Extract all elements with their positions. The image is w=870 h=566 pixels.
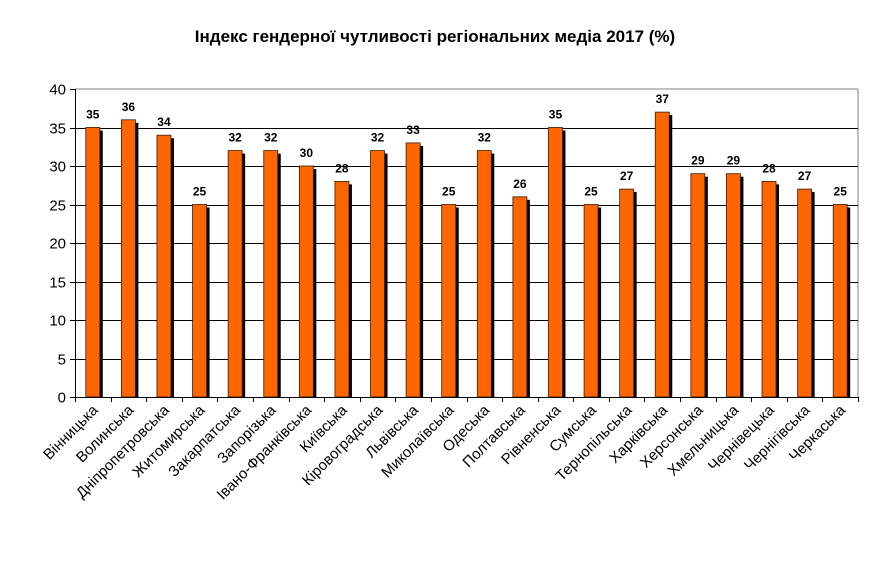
- bar: [690, 173, 706, 398]
- data-label: 25: [442, 185, 456, 199]
- data-label: 28: [335, 161, 349, 175]
- y-tick-label: 40: [49, 82, 66, 99]
- bar: [441, 204, 457, 398]
- bar: [192, 204, 207, 398]
- data-label: 36: [122, 100, 136, 114]
- data-label: 37: [656, 92, 670, 106]
- y-tick-label: 30: [49, 159, 66, 176]
- data-label: 29: [691, 154, 705, 168]
- y-tick-label: 15: [49, 275, 66, 292]
- bar: [227, 150, 243, 398]
- bar: [761, 180, 777, 398]
- y-tick-label: 10: [49, 313, 66, 330]
- bar: [263, 150, 279, 398]
- data-label: 25: [193, 185, 207, 199]
- y-tick-label: 20: [49, 236, 66, 253]
- bar: [726, 173, 741, 398]
- data-label: 27: [798, 169, 812, 183]
- bar: [797, 188, 813, 398]
- data-label: 28: [762, 161, 776, 175]
- bar: [120, 119, 136, 398]
- data-label: 30: [300, 146, 314, 160]
- data-label: 25: [584, 185, 598, 199]
- bar: [512, 196, 528, 398]
- bar: [654, 111, 670, 398]
- bar: [619, 188, 635, 398]
- data-label: 32: [371, 131, 385, 145]
- data-label: 25: [834, 185, 848, 199]
- data-label: 35: [86, 108, 100, 122]
- data-label: 32: [264, 131, 278, 145]
- bar: [156, 134, 172, 398]
- bar: [476, 150, 492, 398]
- data-label: 35: [549, 108, 563, 122]
- bar: [832, 204, 848, 398]
- bar: [334, 180, 350, 398]
- data-label: 32: [228, 131, 242, 145]
- data-label: 26: [513, 177, 527, 191]
- bar: [583, 204, 599, 398]
- y-tick-label: 0: [58, 390, 66, 407]
- bar: [85, 127, 101, 398]
- y-tick-label: 35: [49, 121, 66, 138]
- data-label: 33: [406, 123, 420, 137]
- bar: [370, 150, 385, 398]
- y-tick-label: 25: [49, 198, 66, 215]
- data-label: 32: [478, 131, 492, 145]
- bar: [298, 165, 314, 398]
- data-label: 34: [157, 115, 171, 129]
- data-label: 29: [727, 154, 741, 168]
- bar: [405, 142, 421, 398]
- data-label: 27: [620, 169, 634, 183]
- y-tick-label: 5: [58, 352, 66, 369]
- chart-title: Індекс гендерної чутливості регіональних…: [194, 27, 676, 46]
- bar: [548, 127, 563, 398]
